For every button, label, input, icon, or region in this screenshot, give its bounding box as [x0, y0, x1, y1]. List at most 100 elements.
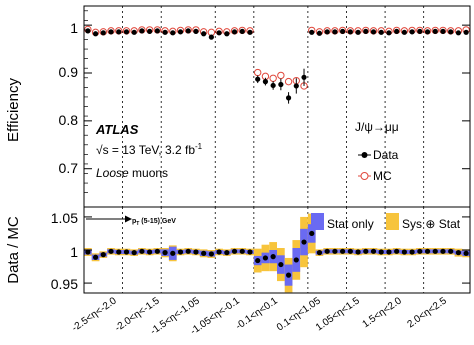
data-point-26 — [285, 95, 292, 101]
top-y-tick-labels: 0.7 0.8 0.9 1 — [59, 20, 79, 176]
energy-lumi-superscript: -1 — [195, 142, 203, 151]
energy-lumi-label: √s = 13 TeV, 3.2 fb-1 — [96, 142, 203, 157]
y-tick-label-0.9: 0.9 — [59, 64, 79, 80]
y-tick-label-0.7: 0.7 — [59, 160, 79, 176]
legend-sys-label: Sys ⊕ Stat — [402, 217, 461, 231]
data-point-14 — [193, 28, 199, 34]
ratio-point-2 — [100, 252, 106, 258]
ratio-point-42 — [409, 249, 415, 255]
ratio-point-36 — [363, 248, 369, 254]
data-point-20 — [239, 28, 245, 34]
x-category-label-4: -0.1<η<0.1 — [234, 295, 280, 332]
y-tick-label-0.8: 0.8 — [59, 112, 79, 128]
ratio-point-33 — [340, 248, 346, 254]
data-point-25 — [278, 81, 284, 88]
data-point-22 — [255, 76, 261, 82]
data-point-21 — [247, 29, 253, 35]
legend-data-label: Data — [373, 148, 399, 162]
ratio-point-49 — [463, 250, 469, 256]
ratio-point-38 — [378, 249, 384, 255]
data-point-28 — [301, 74, 307, 80]
ratio-point-47 — [448, 248, 454, 254]
ratio-point-34 — [347, 248, 353, 254]
data-point-0 — [85, 28, 91, 34]
ratio-point-18 — [224, 250, 230, 256]
data-point-46 — [440, 28, 446, 34]
ratio-point-20 — [239, 248, 245, 254]
legend-mc-marker — [360, 172, 369, 180]
ratio-point-23 — [262, 255, 269, 261]
atlas-label-block: ATLAS √s = 13 TeV, 3.2 fb-1 Loose muons — [95, 122, 203, 180]
ratio-point-41 — [401, 249, 407, 255]
data-point-12 — [177, 29, 184, 35]
data-point-40 — [394, 28, 400, 34]
ratio-point-19 — [231, 248, 238, 254]
ratio-point-39 — [386, 249, 392, 255]
legend-stat-label: Stat only — [327, 217, 374, 231]
data-point-47 — [448, 29, 454, 35]
x-category-label-8: 2.0<η<2.5 — [406, 295, 450, 330]
data-point-32 — [332, 29, 338, 35]
ratio-point-11 — [170, 250, 176, 256]
y-tick-marks — [84, 10, 470, 284]
data-point-17 — [216, 30, 222, 36]
data-point-41 — [401, 29, 407, 35]
mc-point-22 — [254, 68, 262, 77]
data-point-8 — [147, 28, 153, 34]
ratio-point-48 — [455, 250, 462, 256]
ratio-point-40 — [394, 248, 400, 254]
data-point-10 — [162, 29, 168, 35]
ratio-point-35 — [355, 249, 361, 255]
y-tick-label-1.05: 1.05 — [51, 210, 78, 226]
ratio-point-28 — [301, 239, 307, 245]
ratio-point-45 — [432, 248, 438, 254]
process-label: J/ψ→μμ — [355, 120, 399, 134]
data-point-6 — [131, 29, 137, 35]
ratio-point-9 — [154, 248, 160, 254]
data-point-44 — [424, 29, 431, 35]
ratio-point-27 — [293, 257, 299, 263]
ratio-point-31 — [324, 248, 330, 254]
mc-point-24 — [269, 74, 277, 82]
y-tick-label-1-ratio: 1 — [70, 244, 78, 260]
data-point-29 — [309, 29, 315, 35]
pt-range-label: pT (5-15) GeV — [132, 218, 176, 227]
top-legend: J/ψ→μμ Data MC — [355, 120, 399, 183]
data-point-37 — [370, 29, 377, 35]
selection-italic: Loose — [96, 166, 129, 180]
y-tick-label-0.95: 0.95 — [51, 276, 78, 292]
pt-range-rest: (5-15) GeV — [139, 218, 176, 225]
data-point-3 — [108, 29, 114, 35]
ratio-point-14 — [193, 249, 199, 255]
y-tick-label-1: 1 — [70, 20, 78, 36]
data-point-7 — [139, 28, 145, 34]
data-point-42 — [409, 29, 415, 35]
ratio-point-21 — [247, 249, 253, 255]
legend-sys-swatch — [386, 213, 399, 230]
ratio-point-7 — [139, 248, 145, 254]
ratio-point-5 — [123, 249, 130, 255]
data-point-39 — [386, 30, 392, 36]
ratio-point-25 — [278, 261, 284, 268]
data-point-36 — [363, 28, 369, 34]
data-point-35 — [355, 29, 361, 35]
ratio-point-13 — [185, 248, 191, 254]
data-point-5 — [123, 29, 130, 35]
bottom-legend: pT (5-15) GeV Stat only Sys ⊕ Stat — [86, 213, 461, 231]
x-category-label-0: -2.5<η<-2.0 — [70, 295, 119, 334]
ratio-point-24 — [270, 254, 276, 260]
ratio-point-17 — [216, 249, 222, 255]
ratio-point-37 — [370, 248, 377, 254]
data-point-2 — [100, 30, 106, 36]
data-point-38 — [378, 29, 384, 35]
data-point-45 — [432, 28, 438, 34]
atlas-label: ATLAS — [95, 122, 139, 137]
data-point-11 — [170, 30, 176, 36]
data-point-33 — [340, 28, 346, 34]
ratio-point-0 — [85, 249, 91, 255]
ratio-point-29 — [309, 230, 315, 237]
chart-marks — [84, 25, 470, 278]
ratio-point-43 — [417, 248, 423, 254]
selection-label: Loose muons — [96, 166, 168, 180]
energy-lumi-text: √s = 13 TeV, 3.2 fb — [96, 143, 195, 157]
